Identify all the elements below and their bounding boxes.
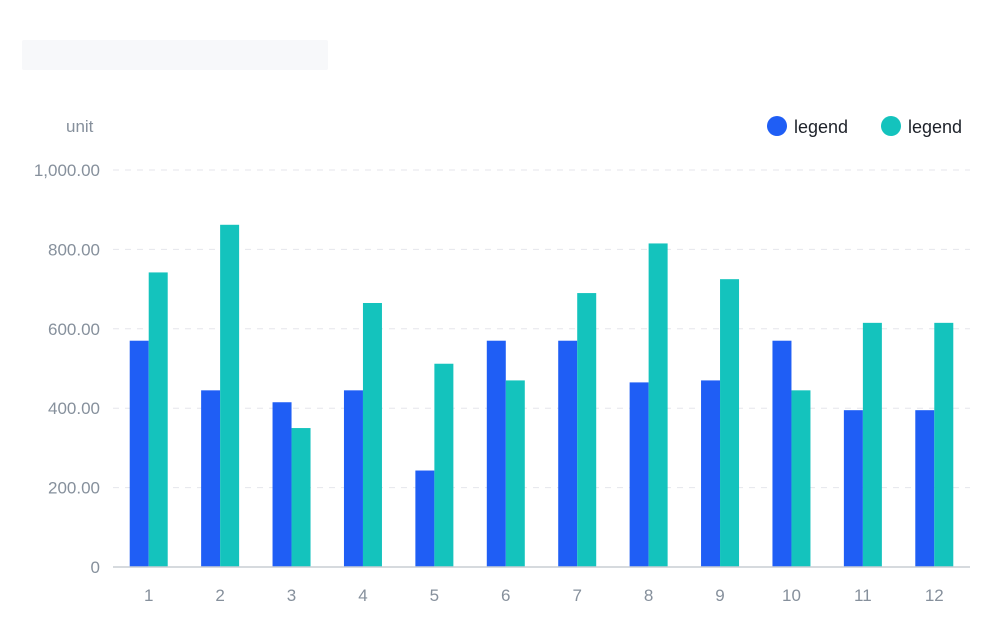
bar-series-1 <box>201 390 221 567</box>
y-axis-ticks: 0 200.00 400.00 600.00 800.00 1,000.00 <box>34 161 100 577</box>
legend-label-2: legend <box>908 117 962 137</box>
bar-series-2 <box>220 224 240 567</box>
legend: legend legend <box>767 116 962 137</box>
grid-lines <box>113 169 970 489</box>
x-tick-label: 3 <box>287 586 296 605</box>
bar-series-2 <box>434 363 454 567</box>
y-axis-unit-label: unit <box>66 117 94 136</box>
x-axis-ticks: 1 2 3 4 5 6 7 8 9 10 11 12 <box>144 586 944 605</box>
legend-marker-1 <box>767 116 787 136</box>
x-tick-label: 11 <box>854 586 872 605</box>
x-tick-label: 12 <box>925 586 944 605</box>
x-tick-label: 4 <box>358 586 367 605</box>
x-tick-label: 7 <box>572 586 581 605</box>
bar-series-2 <box>148 272 168 567</box>
bar-series-1 <box>915 410 935 567</box>
bar-series-1 <box>629 382 649 567</box>
bar-series-2 <box>505 380 525 567</box>
x-tick-label: 1 <box>144 586 153 605</box>
bar-series-2 <box>648 243 668 567</box>
chart-title-placeholder <box>22 40 328 70</box>
legend-marker-2 <box>881 116 901 136</box>
bar-series-2 <box>791 390 811 567</box>
bar-series-1 <box>843 410 863 567</box>
bar-series-2 <box>934 322 954 567</box>
bar-series-1 <box>272 402 292 567</box>
x-tick-label: 8 <box>644 586 653 605</box>
x-tick-label: 6 <box>501 586 510 605</box>
x-tick-label: 10 <box>782 586 801 605</box>
y-tick-label: 600.00 <box>48 320 100 339</box>
x-tick-label: 2 <box>215 586 224 605</box>
x-tick-label: 5 <box>430 586 439 605</box>
legend-label-1: legend <box>794 117 848 137</box>
y-tick-label: 0 <box>91 558 100 577</box>
bar-series-2 <box>291 428 311 567</box>
bar-series-2 <box>577 293 597 567</box>
bar-series-1 <box>772 340 792 567</box>
bar-series-2 <box>362 302 382 567</box>
bar-series-2 <box>862 322 882 567</box>
bars <box>129 224 954 567</box>
bar-series-1 <box>415 470 435 567</box>
bar-series-1 <box>558 340 578 567</box>
bar-series-1 <box>486 340 506 567</box>
y-tick-label: 200.00 <box>48 479 100 498</box>
x-tick-label: 9 <box>715 586 724 605</box>
bar-series-2 <box>720 279 740 567</box>
bar-series-1 <box>129 340 149 567</box>
y-tick-label: 1,000.00 <box>34 161 100 180</box>
y-tick-label: 800.00 <box>48 240 100 259</box>
y-tick-label: 400.00 <box>48 399 100 418</box>
bar-series-1 <box>343 390 363 567</box>
bar-series-1 <box>701 380 721 567</box>
